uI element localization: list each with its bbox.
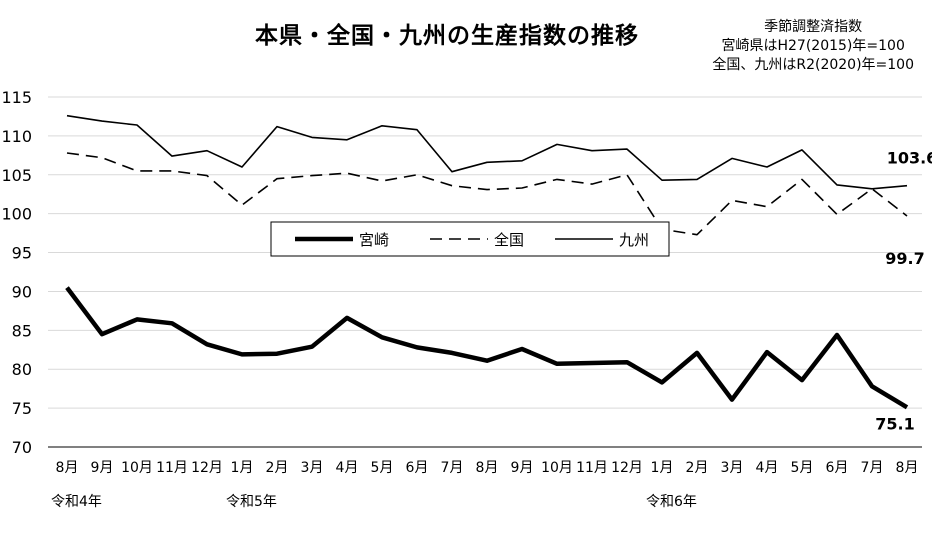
y-tick-label: 80 <box>12 360 32 379</box>
y-tick-label: 90 <box>12 282 32 301</box>
year-label: 令和4年 <box>51 494 102 510</box>
x-tick-label: 4月 <box>756 460 779 476</box>
legend-label: 宮崎 <box>359 231 389 249</box>
x-tick-label: 1月 <box>651 460 674 476</box>
y-tick-label: 75 <box>12 399 32 418</box>
y-tick-label: 85 <box>12 321 32 340</box>
x-tick-label: 9月 <box>91 460 114 476</box>
chart-note: 季節調整済指数 宮崎県はH27(2015)年=100 全国、九州はR2(2020… <box>712 18 914 75</box>
data-label: 75.1 <box>875 414 914 433</box>
y-tick-label: 115 <box>1 88 32 107</box>
series-lines <box>65 114 909 410</box>
x-tick-label: 5月 <box>371 460 394 476</box>
x-tick-label: 8月 <box>56 460 79 476</box>
gridlines <box>48 96 922 448</box>
legend-label: 九州 <box>619 231 649 249</box>
series-line-九州 <box>66 114 908 190</box>
x-tick-label: 3月 <box>301 460 324 476</box>
x-tick-label: 6月 <box>826 460 849 476</box>
note-line-2: 宮崎県はH27(2015)年=100 <box>721 38 905 54</box>
chart-title: 本県・全国・九州の生産指数の推移 <box>255 23 639 49</box>
y-tick-label: 105 <box>1 166 32 185</box>
x-axis: 8月 9月 10月 11月 12月 1月 2月 3月 4月 5月 6月 7月 8月 9月 10月 11月 12月… <box>51 460 918 510</box>
x-tick-label: 11月 <box>576 460 608 476</box>
x-tick-label: 4月 <box>336 460 359 476</box>
y-axis: 70 75 80 85 90 95 100 105 110 115 <box>1 88 32 457</box>
series-line-全国 <box>66 152 908 236</box>
x-tick-label: 8月 <box>476 460 499 476</box>
note-line-3: 全国、九州はR2(2020)年=100 <box>712 57 914 73</box>
legend: 宮崎 全国 九州 <box>270 221 670 257</box>
y-tick-label: 70 <box>12 438 32 457</box>
data-label: 103.6 <box>887 149 932 168</box>
x-tick-label: 10月 <box>541 460 573 476</box>
x-tick-label: 8月 <box>896 460 919 476</box>
series-line-宮崎 <box>65 286 909 410</box>
year-label: 令和5年 <box>226 494 277 510</box>
legend-label: 全国 <box>494 231 524 249</box>
data-label: 99.7 <box>885 249 924 268</box>
x-tick-label: 6月 <box>406 460 429 476</box>
data-labels: 103.6 99.7 75.1 <box>875 149 932 434</box>
x-tick-label: 10月 <box>121 460 153 476</box>
x-tick-label: 11月 <box>156 460 188 476</box>
x-tick-label: 7月 <box>861 460 884 476</box>
y-tick-label: 95 <box>12 244 32 263</box>
x-tick-label: 12月 <box>191 460 223 476</box>
y-tick-label: 100 <box>1 205 32 224</box>
note-line-1: 季節調整済指数 <box>764 19 863 35</box>
x-tick-label: 3月 <box>721 460 744 476</box>
x-tick-label: 9月 <box>511 460 534 476</box>
x-tick-label: 5月 <box>791 460 814 476</box>
x-tick-label: 7月 <box>441 460 464 476</box>
x-tick-label: 2月 <box>266 460 289 476</box>
x-tick-label: 12月 <box>611 460 643 476</box>
x-tick-label: 1月 <box>231 460 254 476</box>
year-label: 令和6年 <box>646 494 697 510</box>
x-tick-label: 2月 <box>686 460 709 476</box>
y-tick-label: 110 <box>1 127 32 146</box>
